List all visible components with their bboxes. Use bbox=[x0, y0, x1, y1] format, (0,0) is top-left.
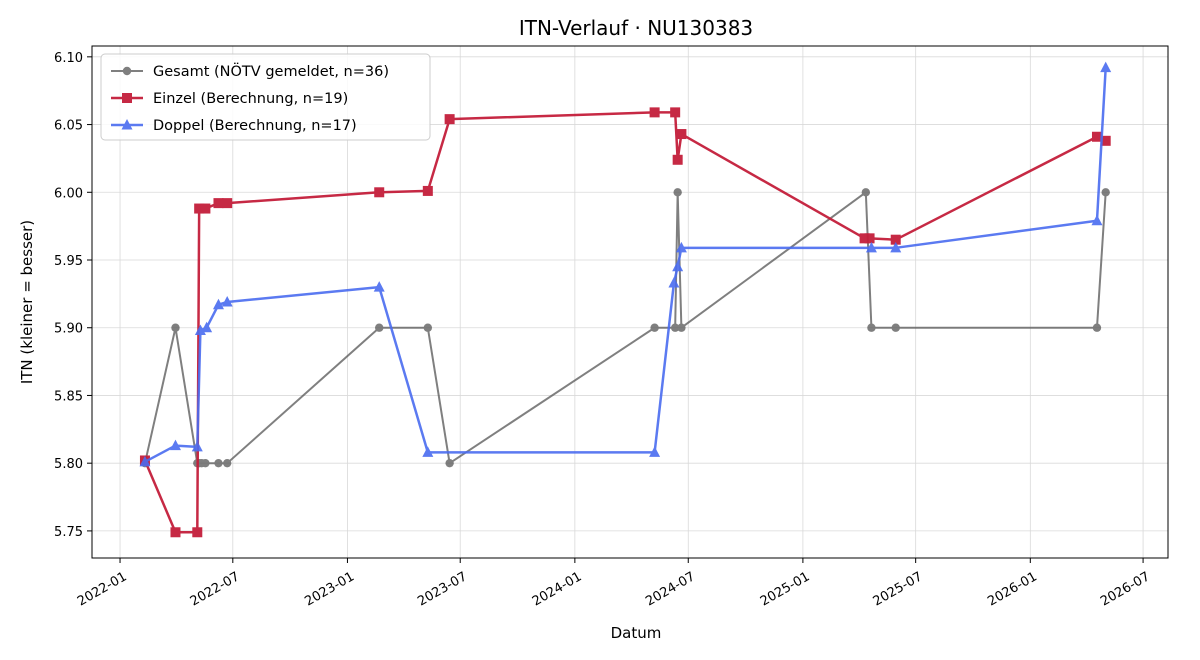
data-point bbox=[200, 203, 211, 214]
data-point bbox=[201, 321, 213, 333]
legend-marker bbox=[122, 93, 132, 103]
data-point bbox=[192, 527, 203, 538]
legend-label: Einzel (Berechnung, n=19) bbox=[153, 91, 348, 107]
data-point bbox=[867, 323, 876, 332]
y-tick-label: 5.75 bbox=[54, 525, 83, 540]
data-point bbox=[1091, 214, 1103, 226]
data-point bbox=[891, 323, 900, 332]
data-point bbox=[861, 188, 871, 197]
legend-label: Gesamt (NÖTV gemeldet, n=36) bbox=[153, 62, 389, 80]
data-point bbox=[445, 458, 454, 468]
data-point bbox=[444, 114, 455, 125]
y-tick-label: 6.05 bbox=[54, 119, 83, 134]
legend-box bbox=[100, 53, 431, 141]
chart-title: ITN-Verlauf · NU130383 bbox=[519, 16, 753, 40]
data-point bbox=[139, 455, 151, 467]
legend-marker bbox=[121, 119, 133, 130]
data-point bbox=[672, 154, 683, 165]
data-point bbox=[422, 446, 434, 457]
y-tick-label: 5.80 bbox=[54, 457, 83, 472]
data-point bbox=[171, 323, 180, 332]
data-point bbox=[170, 527, 181, 538]
legend-entry bbox=[111, 93, 143, 103]
data-point bbox=[890, 241, 902, 253]
data-point bbox=[169, 439, 181, 451]
data-point bbox=[194, 203, 205, 214]
data-point bbox=[1101, 188, 1110, 197]
data-point bbox=[221, 296, 233, 307]
legend-label: Doppel (Berechnung, n=17) bbox=[153, 118, 357, 134]
series-triangle bbox=[139, 61, 1112, 467]
data-point bbox=[222, 198, 233, 209]
data-point bbox=[373, 281, 385, 292]
y-tick-label: 5.95 bbox=[54, 254, 83, 269]
data-point bbox=[422, 185, 433, 196]
data-point bbox=[864, 233, 875, 244]
data-point bbox=[677, 323, 686, 332]
y-axis: 5.75 5.80 5.85 5.90 5.95 6.00 6.05 6.10 bbox=[54, 51, 92, 540]
x-axis-title: Datum bbox=[611, 624, 662, 642]
data-point bbox=[673, 188, 682, 197]
data-point bbox=[374, 187, 385, 198]
data-point bbox=[865, 241, 877, 253]
data-point bbox=[670, 323, 680, 332]
data-series bbox=[139, 61, 1112, 538]
data-point bbox=[890, 234, 901, 245]
data-point bbox=[676, 129, 687, 140]
y-tick-label: 6.10 bbox=[54, 51, 83, 66]
data-point bbox=[212, 298, 224, 310]
legend-marker bbox=[122, 66, 132, 76]
data-point bbox=[201, 458, 210, 468]
data-point bbox=[423, 323, 433, 332]
data-point bbox=[668, 277, 680, 288]
data-point bbox=[670, 107, 681, 118]
y-axis-title: ITN (kleiner = besser) bbox=[18, 220, 36, 384]
data-point bbox=[213, 198, 224, 209]
legend: Gesamt (NÖTV gemeldet, n=36) Einzel (Bere… bbox=[100, 53, 431, 141]
series-square bbox=[139, 107, 1111, 538]
y-tick-label: 6.00 bbox=[54, 186, 83, 201]
data-point bbox=[1091, 131, 1102, 142]
data-point bbox=[649, 446, 661, 457]
data-point bbox=[650, 323, 659, 332]
data-point bbox=[1092, 323, 1102, 332]
plot-frame bbox=[91, 45, 1169, 559]
y-tick-label: 5.90 bbox=[54, 322, 83, 337]
data-point bbox=[223, 458, 232, 468]
data-point bbox=[1100, 135, 1111, 146]
legend-entry bbox=[111, 66, 143, 76]
data-point bbox=[191, 440, 203, 452]
data-point bbox=[375, 323, 384, 332]
data-point bbox=[672, 260, 684, 272]
y-tick-label: 5.85 bbox=[54, 389, 83, 404]
legend-entry bbox=[111, 119, 143, 130]
data-point bbox=[1100, 61, 1112, 73]
data-point bbox=[675, 241, 687, 253]
data-point bbox=[214, 458, 223, 468]
data-point bbox=[649, 107, 660, 118]
data-point bbox=[194, 324, 206, 335]
